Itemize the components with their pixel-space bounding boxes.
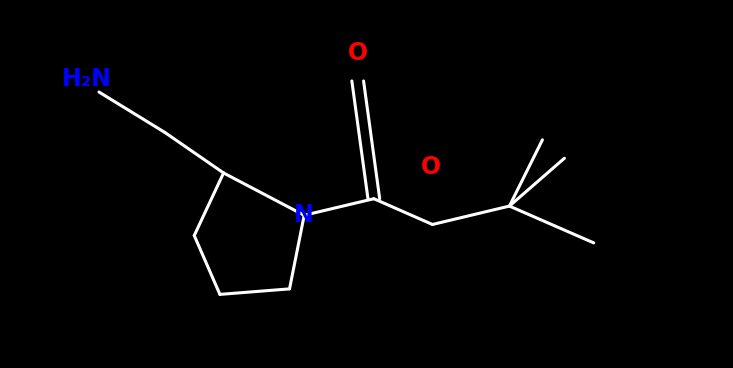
Text: O: O — [421, 155, 441, 180]
Text: H₂N: H₂N — [62, 67, 112, 91]
Text: O: O — [347, 41, 368, 66]
Text: N: N — [295, 203, 314, 227]
